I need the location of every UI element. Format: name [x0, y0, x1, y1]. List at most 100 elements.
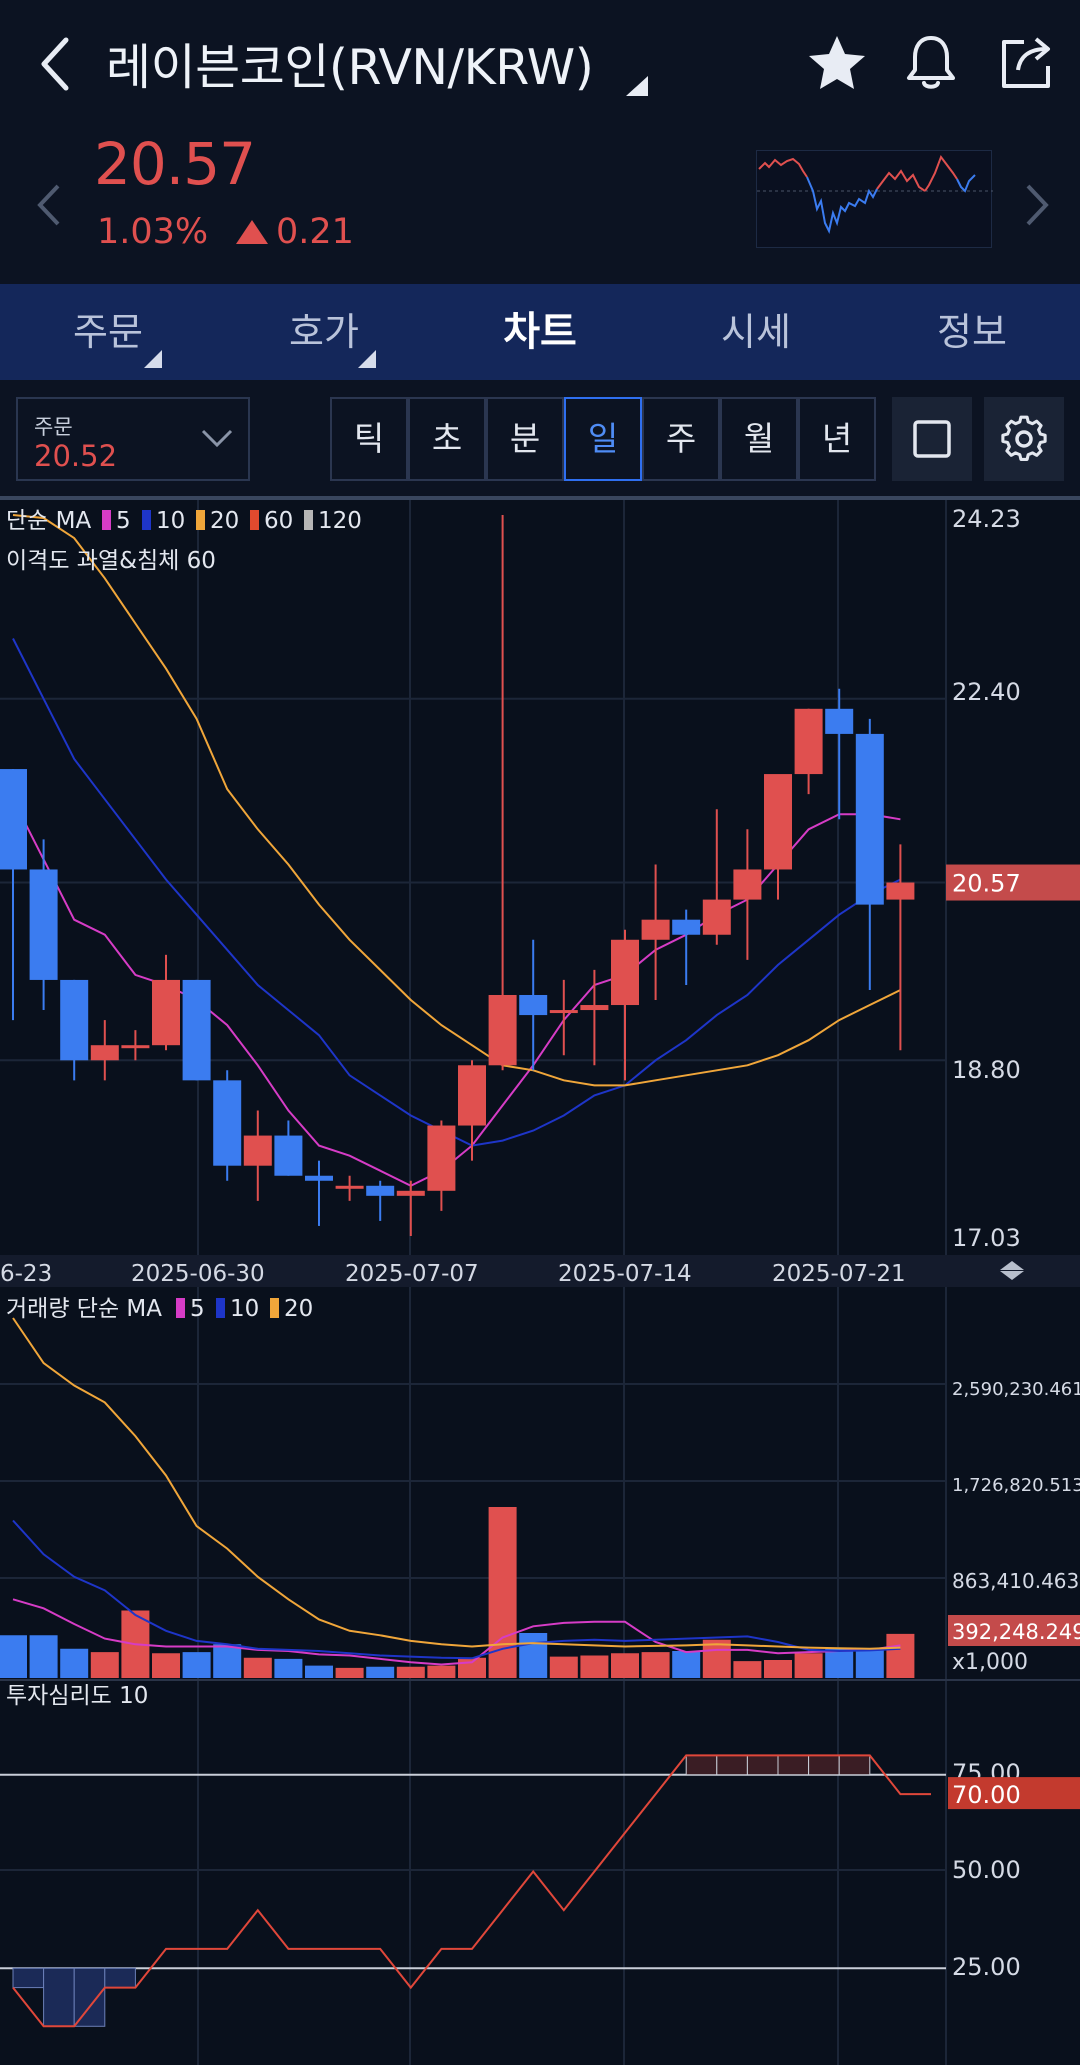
candle-body: [488, 994, 517, 1066]
back-arrow-icon[interactable]: [30, 30, 82, 98]
oversold-fill: [73, 1967, 106, 2027]
up-triangle-icon: [236, 220, 268, 244]
price-tick-label: 17.03: [952, 1224, 1021, 1252]
next-coin-icon[interactable]: [1022, 180, 1052, 230]
candle-body: [335, 1185, 364, 1189]
volume-legend-title: 거래량 단순 MA: [6, 1296, 162, 1322]
legend-label: 10: [156, 508, 185, 534]
candle-body: [855, 733, 884, 905]
fullscreen-button[interactable]: [892, 397, 972, 481]
mini-chart-down-line: [806, 176, 878, 234]
mini-chart-up-line-2: [876, 169, 926, 192]
candle-body: [580, 1005, 609, 1011]
header-bar: 레이븐코인(RVN/KRW): [0, 0, 1080, 128]
price-summary: 20.57 1.03% 0.21: [0, 128, 1080, 284]
chart-area[interactable]: 단순 MA 5 10 20 60 120 이격도 과열&침체 60 24.23 22.4…: [0, 498, 1080, 2065]
price-legend-title: 단순 MA: [6, 508, 91, 534]
volume-bar: [672, 1651, 701, 1678]
legend-label: 120: [318, 508, 362, 534]
volume-tick-label: 1,726,820.513: [952, 1475, 1080, 1496]
volume-bar: [825, 1648, 854, 1678]
volume-bar: [60, 1648, 89, 1678]
last-volume-label: 392,248.249: [952, 1620, 1080, 1644]
x-axis-label: 2025-06-30: [131, 1261, 265, 1287]
candle-body: [641, 919, 670, 940]
volume-bar: [519, 1633, 548, 1678]
current-price: 20.57: [94, 130, 256, 198]
legend-label: 20: [210, 508, 239, 534]
volume-bar: [366, 1666, 395, 1678]
volume-bar: [396, 1666, 425, 1678]
candle-body: [519, 994, 548, 1016]
ma-line-10: [12, 638, 901, 1147]
price-tick-label: 18.80: [952, 1056, 1021, 1084]
tab-info[interactable]: 정보: [937, 310, 1007, 354]
price-ma-legend: 5 10 20 60 120: [102, 508, 362, 534]
bell-icon[interactable]: [900, 32, 962, 94]
volume-unit-label: x1,000: [952, 1650, 1028, 1675]
candle-body: [29, 869, 58, 980]
x-axis-label: 2025-07-21: [772, 1261, 906, 1287]
sentiment-tick-label: 50.00: [952, 1856, 1021, 1884]
tab-orderbook[interactable]: 호가: [289, 310, 359, 354]
volume-bar: [29, 1635, 58, 1678]
legend-swatch: [270, 1298, 279, 1318]
period-month[interactable]: 월: [720, 397, 798, 481]
overbought-fill: [777, 1754, 810, 1776]
candle-body: [886, 882, 915, 900]
volume-tick-label: 2,590,230.461: [952, 1379, 1080, 1400]
candle-body: [794, 708, 823, 775]
sentiment-title: 투자심리도 10: [6, 1683, 148, 1709]
candle-body: [611, 939, 639, 1006]
volume-bar: [305, 1665, 333, 1678]
candle-body: [152, 979, 180, 1046]
volume-bar: [243, 1657, 272, 1678]
volume-bar: [794, 1653, 823, 1678]
mini-price-chart[interactable]: [756, 150, 993, 248]
mini-chart-mid-line: [924, 154, 958, 192]
tab-quotes[interactable]: 시세: [721, 310, 791, 354]
last-price-marker: [946, 864, 1080, 901]
volume-bar: [274, 1658, 303, 1678]
tab-order[interactable]: 주문: [73, 310, 143, 354]
period-week[interactable]: 주: [642, 397, 720, 481]
volume-bar: [90, 1652, 119, 1678]
legend-label: 5: [116, 508, 131, 534]
star-icon[interactable]: [806, 32, 868, 94]
volume-bar: [152, 1653, 180, 1678]
ma-line-20: [12, 514, 901, 1087]
candlestick-chart[interactable]: 단순 MA 5 10 20 60 120 이격도 과열&침체 60 24.23 22.4…: [0, 498, 1080, 2065]
candle-body: [90, 1045, 119, 1061]
chart-settings-button[interactable]: [984, 397, 1064, 481]
candle-body: [702, 899, 731, 935]
candle-body: [60, 979, 89, 1061]
order-price-select[interactable]: 주문 20.52: [16, 397, 250, 481]
volume-bar: [213, 1644, 242, 1678]
panel-resize-icon[interactable]: [1000, 1261, 1024, 1280]
prev-coin-icon[interactable]: [34, 180, 64, 230]
title-dropdown-icon[interactable]: [626, 76, 648, 96]
period-minute[interactable]: 분: [486, 397, 564, 481]
volume-bar: [549, 1656, 578, 1678]
chart-grid: [0, 498, 1080, 2065]
volume-bar: [335, 1667, 364, 1678]
chart-toolbar: 주문 20.52 틱 초 분 일 주 월 년: [0, 380, 1080, 498]
period-second[interactable]: 초: [408, 397, 486, 481]
mini-chart-up-line: [758, 157, 808, 178]
candle-body: [825, 708, 854, 734]
candle-body: [458, 1065, 486, 1126]
period-tick[interactable]: 틱: [330, 397, 408, 481]
period-day[interactable]: 일: [564, 397, 642, 481]
price-tick-label: 22.40: [952, 678, 1021, 706]
candle-body: [549, 1010, 578, 1014]
volume-bar: [702, 1639, 731, 1678]
tab-chart[interactable]: 차트: [503, 309, 577, 355]
x-axis-strip: [0, 1255, 1080, 1287]
legend-swatch: [102, 510, 111, 530]
candle-body: [182, 979, 211, 1081]
page-title[interactable]: 레이븐코인(RVN/KRW): [106, 39, 594, 96]
period-year[interactable]: 년: [798, 397, 876, 481]
share-icon[interactable]: [996, 32, 1058, 94]
last-volume-marker: [948, 1615, 1080, 1646]
overbought-fill: [746, 1754, 779, 1776]
